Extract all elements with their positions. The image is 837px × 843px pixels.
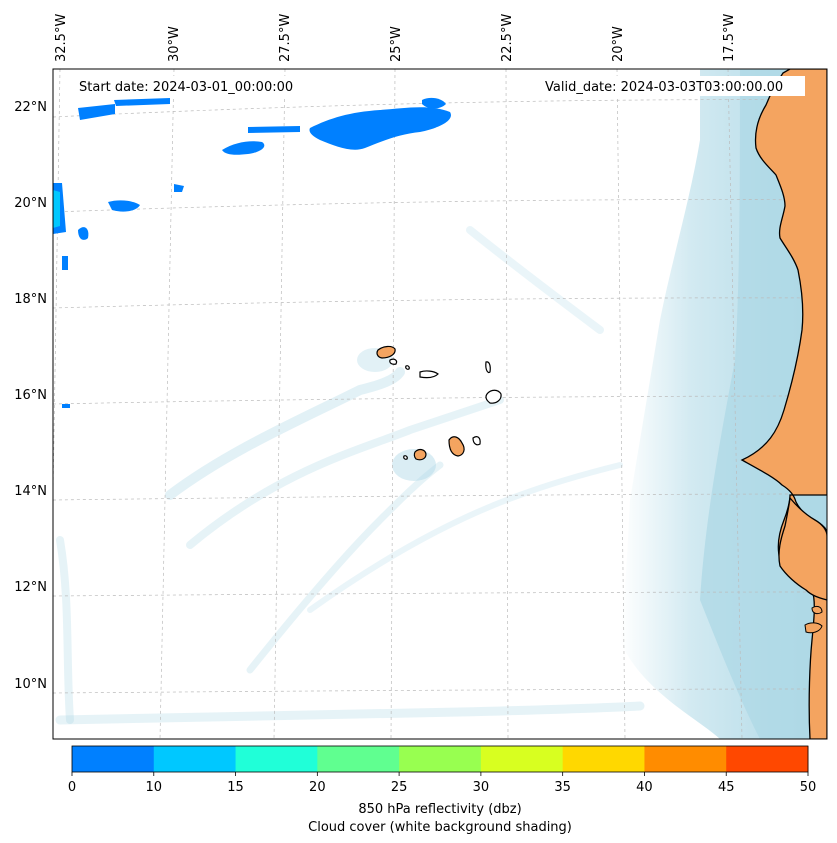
colorbar-segment: [153, 746, 237, 772]
valid-date-label: Valid_date: 2024-03-03T03:00:00.00: [545, 80, 783, 95]
land-guinea-islands: [804, 605, 823, 634]
colorbar-tick-label: 25: [391, 780, 408, 795]
colorbar-segment: [235, 746, 318, 772]
lat-label: 14°N: [14, 484, 47, 499]
colorbar-tick-label: 45: [718, 780, 735, 795]
colorbar-tick-label: 40: [636, 780, 653, 795]
start-date-label: Start date: 2024-03-01_00:00:00: [79, 80, 293, 95]
valid-date-box: [540, 76, 805, 96]
lon-label: 25°W: [389, 26, 404, 62]
cape-verde-islands: [376, 345, 502, 461]
cloud-streak: [186, 396, 504, 549]
lat-labels: 22°N 20°N 18°N 16°N 14°N 12°N 10°N: [14, 100, 47, 692]
start-date-box: [75, 76, 313, 96]
cloud-streak: [165, 367, 405, 500]
cloud-streak: [246, 461, 444, 674]
colorbar-segment: [399, 746, 482, 772]
cloud-streak: [466, 226, 604, 334]
colorbar-segment: [644, 746, 727, 772]
lat-label: 16°N: [14, 388, 47, 403]
colorbar-segment: [317, 746, 400, 772]
lon-label: 27.5°W: [278, 14, 293, 62]
colorbar-tick-label: 35: [554, 780, 571, 795]
colorbar-segment: [480, 746, 564, 772]
reflectivity-patches-light: [53, 190, 60, 228]
lat-label: 20°N: [14, 196, 47, 211]
colorbar-tick-label: 30: [473, 780, 490, 795]
colorbar-frame: [71, 745, 809, 773]
lon-label: 17.5°W: [722, 14, 737, 62]
lon-label: 30°W: [167, 26, 182, 62]
colorbar-tick-label: 0: [68, 780, 76, 795]
lat-label: 10°N: [14, 677, 47, 692]
reflectivity-patches: [53, 97, 451, 408]
cloud-streak: [307, 462, 623, 613]
colorbar-segment: [72, 746, 155, 772]
colorbar-tick-label: 10: [146, 780, 163, 795]
land-africa-south: [778, 496, 827, 601]
lat-label: 22°N: [14, 100, 47, 115]
lon-label: 22.5°W: [500, 14, 515, 62]
lon-label: 20°W: [611, 26, 626, 62]
colorbar-tick-label: 20: [309, 780, 326, 795]
colorbar-ticks: 0 10 15 20 25 30 35 40 45 50: [68, 772, 816, 795]
lat-label: 12°N: [14, 580, 47, 595]
lon-labels: 32.5°W 30°W 27.5°W 25°W 22.5°W 20°W 17.5…: [54, 14, 737, 62]
colorbar-tick-label: 50: [800, 780, 817, 795]
cloud-streak: [55, 701, 645, 725]
map-frame: [52, 68, 828, 740]
colorbar-segment: [562, 746, 645, 772]
colorbar-subtitle: Cloud cover (white background shading): [308, 820, 572, 835]
colorbar: 0 10 15 20 25 30 35 40 45 50 850 hPa reflectivity…: [68, 745, 816, 835]
colorbar-segments: [72, 746, 809, 772]
lon-label: 32.5°W: [54, 14, 69, 62]
lat-label: 18°N: [14, 292, 47, 307]
colorbar-tick-label: 15: [227, 780, 244, 795]
cloud-streak: [56, 536, 74, 724]
colorbar-title: 850 hPa reflectivity (dbz): [358, 802, 521, 817]
colorbar-segment: [726, 746, 809, 772]
